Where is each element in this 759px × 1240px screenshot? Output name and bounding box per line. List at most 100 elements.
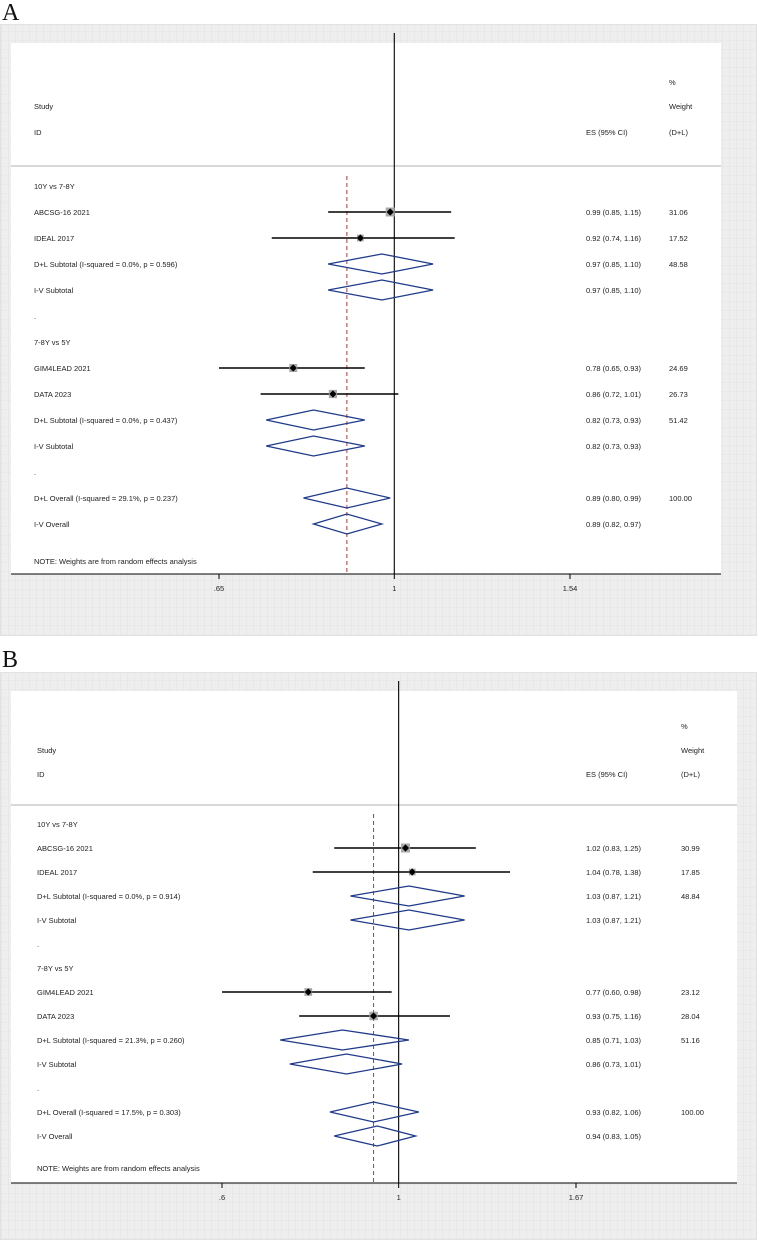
- weight-value: 30.99: [681, 844, 700, 853]
- forest-plot-a-svg: % Weight Study ID ES (95% CI) (D+L) 10Y vs 7-8…: [11, 33, 721, 593]
- weight-value: 24.69: [669, 364, 688, 373]
- pooled-diamond: [311, 513, 385, 535]
- subgroup-label: 7-8Y vs 5Y: [37, 964, 74, 973]
- es-ci-value: 0.97 (0.85, 1.10): [586, 260, 642, 269]
- row-label: ABCSG-16 2021: [37, 844, 93, 853]
- spacer-dot: .: [34, 312, 36, 321]
- weight-value: 23.12: [681, 988, 700, 997]
- pooled-diamond: [328, 279, 434, 301]
- weights-note: NOTE: Weights are from random effects an…: [37, 1164, 200, 1173]
- spacer-dot: .: [37, 940, 39, 949]
- pooled-diamond: [329, 1101, 419, 1123]
- header-dl: (D+L): [669, 128, 688, 137]
- es-ci-value: 0.85 (0.71, 1.03): [586, 1036, 642, 1045]
- pooled-diamond: [266, 409, 365, 431]
- es-ci-value: 0.99 (0.85, 1.15): [586, 208, 642, 217]
- point-estimate-marker: [304, 988, 312, 996]
- x-axis-tick-label: 1.54: [563, 584, 578, 593]
- panel-letter-a: A: [2, 0, 20, 26]
- row-label: I-V Subtotal: [34, 442, 74, 451]
- subgroup-label: 10Y vs 7-8Y: [37, 820, 78, 829]
- es-ci-value: 1.03 (0.87, 1.21): [586, 916, 642, 925]
- row-label: I-V Subtotal: [37, 916, 77, 925]
- spacer-dot: .: [34, 468, 36, 477]
- es-ci-value: 0.94 (0.83, 1.05): [586, 1132, 642, 1141]
- pooled-diamond: [289, 1053, 403, 1075]
- row-label: GIM4LEAD 2021: [34, 364, 91, 373]
- weights-note: NOTE: Weights are from random effects an…: [34, 557, 197, 566]
- row-label: I-V Subtotal: [34, 286, 74, 295]
- pooled-diamond: [266, 435, 365, 457]
- es-ci-value: 0.93 (0.75, 1.16): [586, 1012, 642, 1021]
- pooled-diamond: [280, 1029, 409, 1051]
- es-ci-value: 0.97 (0.85, 1.10): [586, 286, 642, 295]
- weight-value: 48.84: [681, 892, 700, 901]
- x-axis-tick-label: .65: [214, 584, 224, 593]
- weight-value: 51.16: [681, 1036, 700, 1045]
- x-axis-tick-label: 1: [397, 1193, 401, 1202]
- row-label: D+L Subtotal (I-squared = 0.0%, p = 0.59…: [34, 260, 178, 269]
- pooled-diamond: [328, 253, 434, 275]
- row-label: GIM4LEAD 2021: [37, 988, 94, 997]
- es-ci-value: 0.82 (0.73, 0.93): [586, 442, 642, 451]
- header-percent: %: [669, 78, 676, 87]
- es-ci-value: 0.86 (0.73, 1.01): [586, 1060, 642, 1069]
- x-axis-tick-label: .6: [219, 1193, 225, 1202]
- pooled-diamond: [350, 885, 465, 907]
- es-ci-value: 0.89 (0.80, 0.99): [586, 494, 642, 503]
- plot-background: [11, 43, 721, 574]
- row-label: DATA 2023: [37, 1012, 74, 1021]
- x-axis-tick-label: 1.67: [569, 1193, 584, 1202]
- row-label: D+L Subtotal (I-squared = 0.0%, p = 0.91…: [37, 892, 181, 901]
- row-label: D+L Overall (I-squared = 17.5%, p = 0.30…: [37, 1108, 181, 1117]
- weight-value: 17.52: [669, 234, 688, 243]
- row-label: I-V Overall: [34, 520, 70, 529]
- es-ci-value: 0.77 (0.60, 0.98): [586, 988, 642, 997]
- pooled-diamond: [334, 1125, 419, 1147]
- es-ci-value: 0.92 (0.74, 1.16): [586, 234, 642, 243]
- header-id: ID: [34, 128, 42, 137]
- header-es-ci: ES (95% CI): [586, 128, 628, 137]
- row-label: D+L Subtotal (I-squared = 0.0%, p = 0.43…: [34, 416, 178, 425]
- forest-plot-panel-b: % Weight Study ID ES (95% CI) (D+L) 10Y vs 7-8…: [0, 672, 757, 1240]
- row-label: DATA 2023: [34, 390, 71, 399]
- es-ci-value: 0.89 (0.82, 0.97): [586, 520, 642, 529]
- row-label: D+L Overall (I-squared = 29.1%, p = 0.23…: [34, 494, 178, 503]
- point-estimate-marker: [289, 364, 297, 372]
- point-estimate-marker: [356, 234, 364, 242]
- header-dl: (D+L): [681, 770, 700, 779]
- pooled-diamond: [303, 487, 391, 509]
- es-ci-value: 1.03 (0.87, 1.21): [586, 892, 642, 901]
- weight-value: 100.00: [669, 494, 692, 503]
- es-ci-value: 0.78 (0.65, 0.93): [586, 364, 642, 373]
- x-axis-tick-label: 1: [392, 584, 396, 593]
- es-ci-value: 1.04 (0.78, 1.38): [586, 868, 642, 877]
- header-study: Study: [37, 746, 56, 755]
- pooled-diamond: [350, 909, 465, 931]
- weight-value: 26.73: [669, 390, 688, 399]
- forest-plot-b-svg: % Weight Study ID ES (95% CI) (D+L) 10Y vs 7-8…: [11, 681, 737, 1202]
- weight-value: 17.85: [681, 868, 700, 877]
- forest-plot-panel-a: % Weight Study ID ES (95% CI) (D+L) 10Y vs 7-8…: [0, 24, 757, 636]
- point-estimate-marker: [369, 1012, 378, 1020]
- row-label: IDEAL 2017: [37, 868, 77, 877]
- header-percent: %: [681, 722, 688, 731]
- row-label: ABCSG-16 2021: [34, 208, 90, 217]
- header-es-ci: ES (95% CI): [586, 770, 628, 779]
- spacer-dot: .: [37, 1084, 39, 1093]
- row-label: I-V Subtotal: [37, 1060, 77, 1069]
- row-label: IDEAL 2017: [34, 234, 74, 243]
- weight-value: 48.58: [669, 260, 688, 269]
- weight-value: 31.06: [669, 208, 688, 217]
- point-estimate-marker: [408, 868, 416, 876]
- point-estimate-marker: [401, 844, 410, 852]
- es-ci-value: 0.82 (0.73, 0.93): [586, 416, 642, 425]
- row-label: I-V Overall: [37, 1132, 73, 1141]
- header-weight: Weight: [669, 102, 693, 111]
- weight-value: 28.04: [681, 1012, 700, 1021]
- es-ci-value: 0.86 (0.72, 1.01): [586, 390, 642, 399]
- es-ci-value: 1.02 (0.83, 1.25): [586, 844, 642, 853]
- weight-value: 51.42: [669, 416, 688, 425]
- es-ci-value: 0.93 (0.82, 1.06): [586, 1108, 642, 1117]
- header-id: ID: [37, 770, 45, 779]
